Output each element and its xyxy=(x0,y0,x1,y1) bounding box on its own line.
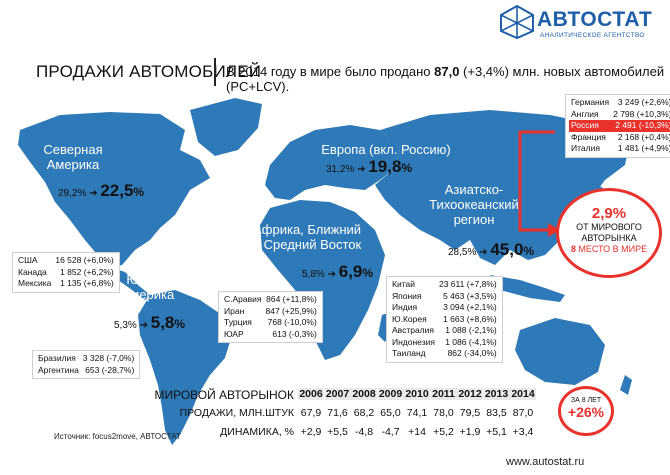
share-old: 31,2% xyxy=(326,164,355,175)
region-south-america: Южная Америка xyxy=(108,272,188,302)
share-europe: 31,2% ➔ 19,8% xyxy=(326,157,413,176)
africa-shape xyxy=(260,200,385,360)
table-row: С.Аравия 864 (+11,8%) xyxy=(224,294,317,304)
callout-connector xyxy=(518,130,555,232)
headline: В 2014 году в мире было продано 87,0 (+3… xyxy=(226,64,670,94)
share-new: 5,8 xyxy=(150,313,175,332)
region-europe: Европа (вкл. Россию) xyxy=(316,142,456,157)
callout-rank: 8 МЕСТО В МИРЕ xyxy=(559,244,659,254)
greenland-shape xyxy=(190,98,262,156)
share-unit: % xyxy=(401,161,413,175)
region-label: регион xyxy=(453,212,495,227)
growth-badge: ЗА 8 ЛЕТ +26% xyxy=(558,386,614,436)
share-unit: % xyxy=(523,244,535,258)
table-row-highlighted: Россия 2 491 (-10,3%) xyxy=(569,120,670,132)
share-new: 45,0 xyxy=(490,240,524,259)
table-row: Индонезия 1 086 (-4,1%) xyxy=(392,336,497,347)
logo-icon xyxy=(500,4,534,40)
callout-arrowhead xyxy=(548,223,560,237)
logo-subtitle: АНАЛИТИЧЕСКОЕ АГЕНТСТВО xyxy=(540,32,645,39)
logo xyxy=(499,4,535,40)
region-label: Америка xyxy=(46,157,100,172)
table-row: Япония 5 463 (+3,5%) xyxy=(392,290,497,301)
indonesia-shape xyxy=(490,275,565,302)
share-new: 6,9 xyxy=(338,262,363,281)
share-new: 22,5 xyxy=(100,181,134,200)
region-label: Африка, Ближний xyxy=(252,222,362,237)
table-row: Иран 847 (+25,9%) xyxy=(224,305,317,316)
table-row: Бразилия 3 328 (-7,0%) xyxy=(38,353,135,363)
growth-value: +26% xyxy=(567,404,605,420)
callout-value: 2,9% xyxy=(591,205,627,222)
callout-rank-number: 8 xyxy=(570,244,576,254)
share-south-america: 5,3% ➔ 5,8% xyxy=(114,313,186,332)
region-north-america: Северная Америка xyxy=(28,142,118,172)
callout-line2: АВТОРЫНКА xyxy=(581,233,637,243)
table-row: Индия 3 094 (+2,1%) xyxy=(392,302,497,312)
region-africa-me: Африка, Ближний и Средний Восток xyxy=(252,222,362,252)
share-north-america: 29,2% ➔ 22,5% xyxy=(58,181,145,200)
logo-name: АВТОСТАТ xyxy=(537,8,653,31)
table-row: Франция 2 168 (+0,4%) xyxy=(571,131,670,142)
share-africa-me: 5,8% ➔ 6,9% xyxy=(302,262,374,281)
region-label: и Средний Восток xyxy=(252,237,362,252)
region-label: Южная xyxy=(126,272,170,287)
callout-line1: ОТ МИРОВОГО xyxy=(576,222,642,232)
region-label: Европа (вкл. Россию) xyxy=(321,142,451,157)
share-unit: % xyxy=(362,266,374,280)
page-title: ПРОДАЖИ АВТОМОБИЛЕЙ xyxy=(36,62,262,81)
australia-shape xyxy=(515,318,605,385)
headline-text-after: (+3,4%) млн. новых автомобилей (PC+LCV). xyxy=(226,64,665,94)
table-row: Германия 3 249 (+2,6%) xyxy=(571,97,670,107)
headline-value: 87,0 xyxy=(434,64,460,79)
table-row: Турция 768 (-10,0%) xyxy=(224,317,317,327)
region-label: Тихоокеанский xyxy=(429,197,519,212)
title-divider xyxy=(214,58,216,86)
south-america-shape xyxy=(138,290,232,445)
table-row: Канада 1 852 (+6,2%) xyxy=(18,266,114,277)
table-row: Аргентина 653 (-28,7%) xyxy=(38,364,135,375)
share-unit: % xyxy=(133,185,145,199)
growth-label: ЗА 8 ЛЕТ xyxy=(570,397,602,404)
share-apac: 28,5% ➔ 45,0% xyxy=(448,240,535,259)
site-url[interactable]: www.autostat.ru xyxy=(506,456,585,468)
headline-text-before: В 2014 году в мире было продано xyxy=(226,64,435,79)
box-north-america: США 16 528 (+6,0%) Канада 1 852 (+6,2%) Ме… xyxy=(12,252,120,293)
table-row: Мексика 1 135 (+6,8%) xyxy=(18,278,114,288)
source-note: Источник: focus2move, АВТОСТАТ xyxy=(54,432,181,441)
north-america-shape xyxy=(18,112,210,268)
box-asia: Китай 23 611 (+7,8%) Япония 5 463 (+3,5%) … xyxy=(386,276,503,363)
box-europe: Германия 3 249 (+2,6%) Англия 2 798 (+10,3… xyxy=(565,94,670,158)
table-row: Англия 2 798 (+10,3%) xyxy=(571,108,670,119)
box-middle-east: С.Аравия 864 (+11,8%) Иран 847 (+25,9%) Ту… xyxy=(218,291,323,343)
share-new: 19,8 xyxy=(368,157,402,176)
table-row: Италия 1 481 (+4,9%) xyxy=(571,143,670,153)
new-zealand-shape xyxy=(620,375,632,395)
share-old: 5,3% xyxy=(114,320,137,331)
table-row: Ю.Корея 1 663 (+8,6%) xyxy=(392,313,497,324)
region-label: Азиатско- xyxy=(444,182,504,197)
region-apac: Азиатско- Тихоокеанский регион xyxy=(426,182,522,227)
region-label: Америка xyxy=(121,287,175,302)
region-label: Северная xyxy=(43,142,103,157)
share-unit: % xyxy=(174,317,186,331)
table-row: Австралия 1 088 (-2,1%) xyxy=(392,325,497,335)
share-old: 5,8% xyxy=(302,269,325,280)
table-row: Таиланд 862 (-34,0%) xyxy=(392,348,497,358)
central-america-shape xyxy=(112,268,150,300)
table-row: США 16 528 (+6,0%) xyxy=(18,255,114,265)
share-old: 29,2% xyxy=(58,188,87,199)
callout-rank-text: МЕСТО В МИРЕ xyxy=(575,244,648,254)
table-row: Китай 23 611 (+7,8%) xyxy=(392,279,497,289)
share-old: 28,5% xyxy=(448,247,477,258)
box-south-america: Бразилия 3 328 (-7,0%) Аргентина 653 (-28,… xyxy=(32,350,141,379)
table-row: ЮАР 613 (-0,3%) xyxy=(224,328,317,339)
russia-callout: 2,9% ОТ МИРОВОГО АВТОРЫНКА 8 МЕСТО В МИР… xyxy=(556,188,662,278)
europe-shape xyxy=(265,125,400,200)
